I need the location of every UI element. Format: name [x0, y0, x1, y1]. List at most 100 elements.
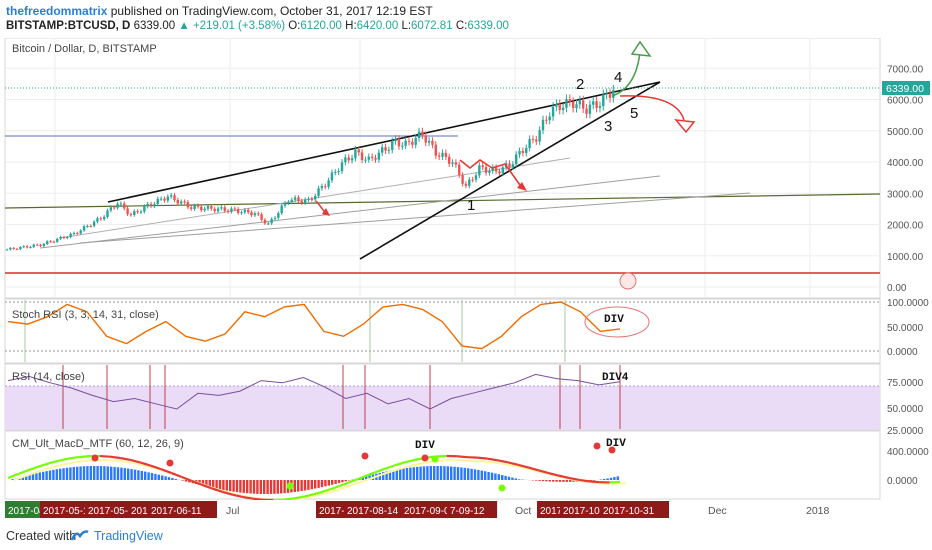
macd-hist-bar [562, 480, 565, 482]
macd-line-segment [293, 495, 304, 500]
tradingview-link[interactable]: TradingView [94, 529, 163, 543]
macd-hist-bar [409, 467, 412, 480]
candle-body [226, 210, 230, 212]
candle-body [230, 208, 233, 212]
macd-hist-bar [215, 480, 218, 489]
macd-hist-bar [235, 480, 239, 493]
candle-body [545, 119, 548, 121]
candle-body [598, 106, 602, 108]
candle-body [451, 162, 454, 164]
green-arrow [611, 51, 641, 97]
date-tag [128, 501, 153, 518]
macd-hist-bar [252, 480, 256, 494]
macd-hist-bar [293, 480, 296, 493]
author-link[interactable]: thefreedommatrix [6, 4, 108, 18]
candle-body [350, 158, 354, 161]
candle-body [344, 157, 347, 163]
candle-body [39, 244, 42, 247]
macd-line-segment [109, 455, 121, 460]
price-axis[interactable]: 7000.00 6000.00 5000.00 4000.00 3000.00 2000.… [887, 64, 924, 294]
macd-cross-dot [421, 454, 429, 462]
candle-body [283, 202, 287, 206]
candle-body [561, 107, 565, 111]
candle-body [481, 165, 484, 168]
macd-hist-bar [497, 474, 500, 480]
macd-cross-dot [431, 455, 439, 463]
candle-body [76, 233, 79, 235]
macd-hist-bar [603, 478, 606, 480]
macd-hist-bar [259, 480, 262, 494]
stoch-rsi-pane[interactable]: Stoch RSI (3, 3, 14, 31, close) DIV 100.… [4, 298, 929, 364]
rsi-title: RSI (14, close) [12, 371, 85, 383]
candle-body [538, 130, 541, 142]
macd-hist-bar [174, 478, 177, 480]
macd-hist-bar [96, 466, 99, 480]
rsi-band-fill [5, 386, 880, 430]
candle-body [297, 197, 300, 201]
rsi-axis[interactable]: 75.0000 50.0000 25.0000 [887, 378, 924, 437]
macd-hist-bar [467, 468, 470, 480]
candle-body [347, 157, 350, 161]
macd-hist-bar [246, 480, 249, 494]
open-value: 6120.00 [300, 20, 342, 32]
chart-area[interactable]: Bitcoin / Dollar, D, BITSTAMP 1 2 3 4 5 … [0, 38, 932, 522]
rsi-tick-label: 75.0000 [887, 378, 924, 389]
stoch-rsi-axis[interactable]: 100.0000 50.0000 0.0000 [887, 298, 929, 358]
red-arrow-1-head [322, 208, 330, 216]
macd-hist-bar [42, 471, 45, 480]
macd-hist-bar [300, 480, 303, 492]
candle-body [541, 119, 545, 131]
macd-axis[interactable]: 400.0000 0.0000 [887, 447, 929, 487]
candle-body [119, 203, 123, 205]
candle-body [99, 218, 102, 220]
price-tick-label: 1000.00 [887, 252, 924, 263]
candle-body [143, 206, 146, 212]
candle-body [196, 205, 200, 207]
red-arrow-2-head [517, 182, 527, 191]
macd-hist-bar [35, 473, 38, 480]
macd-line-segment [303, 493, 315, 498]
candle-body [357, 149, 360, 153]
macd-hist-bar [25, 475, 28, 480]
candle-body [317, 188, 320, 196]
macd-line-segment [211, 487, 223, 493]
event-marker-icon[interactable] [619, 272, 637, 290]
candle-body [56, 238, 59, 242]
macd-hist-bar [344, 480, 347, 482]
candle-body [377, 152, 381, 160]
wave-label-1: 1 [467, 197, 475, 214]
tradingview-logo-icon[interactable] [70, 528, 90, 547]
macd-hist-bar [62, 468, 65, 480]
last-price: 6339.00 [133, 20, 176, 32]
macd-hist-bar [208, 480, 211, 488]
candle-body [153, 204, 156, 207]
candle-body [548, 116, 551, 121]
wave-label-4: 4 [614, 69, 622, 86]
candle-body [146, 203, 149, 207]
price-pane[interactable]: Bitcoin / Dollar, D, BITSTAMP 1 2 3 4 5 … [4, 38, 930, 299]
macd-hist-bar [65, 467, 69, 480]
macd-hist-bar [572, 480, 575, 482]
rsi-pane[interactable]: RSI (14, close) DIV4 75.0000 50.0000 25.00… [4, 363, 924, 437]
macd-pane[interactable]: CM_Ult_MacD_MTF (60, 12, 26, 9) DIV DIV … [4, 430, 929, 502]
main-chart-title: Bitcoin / Dollar, D, BITSTAMP [12, 43, 157, 55]
macd-line-segment [170, 471, 182, 478]
symbol-info-bar: BITSTAMP:BTCUSD, D 6339.00 ▲ +219.01 (+3… [6, 20, 509, 32]
candle-body [374, 157, 377, 160]
price-tick-label: 6000.00 [887, 96, 924, 107]
macd-hist-bar [473, 469, 477, 480]
macd-hist-bar [266, 480, 269, 494]
candle-body [424, 135, 427, 143]
macd-hist-bar [232, 480, 235, 492]
macd-line-segment [252, 497, 264, 501]
last-price-tag-text: 6339.00 [886, 83, 924, 95]
macd-hist-bar [229, 480, 232, 492]
macd-hist-bar [140, 470, 143, 480]
macd-cross-dot [286, 482, 294, 490]
candle-body [494, 167, 498, 172]
candle-body [243, 209, 247, 213]
date-tag-label: 2017-04 [8, 506, 45, 517]
macd-line-segment [180, 475, 193, 482]
candle-body [558, 103, 561, 111]
